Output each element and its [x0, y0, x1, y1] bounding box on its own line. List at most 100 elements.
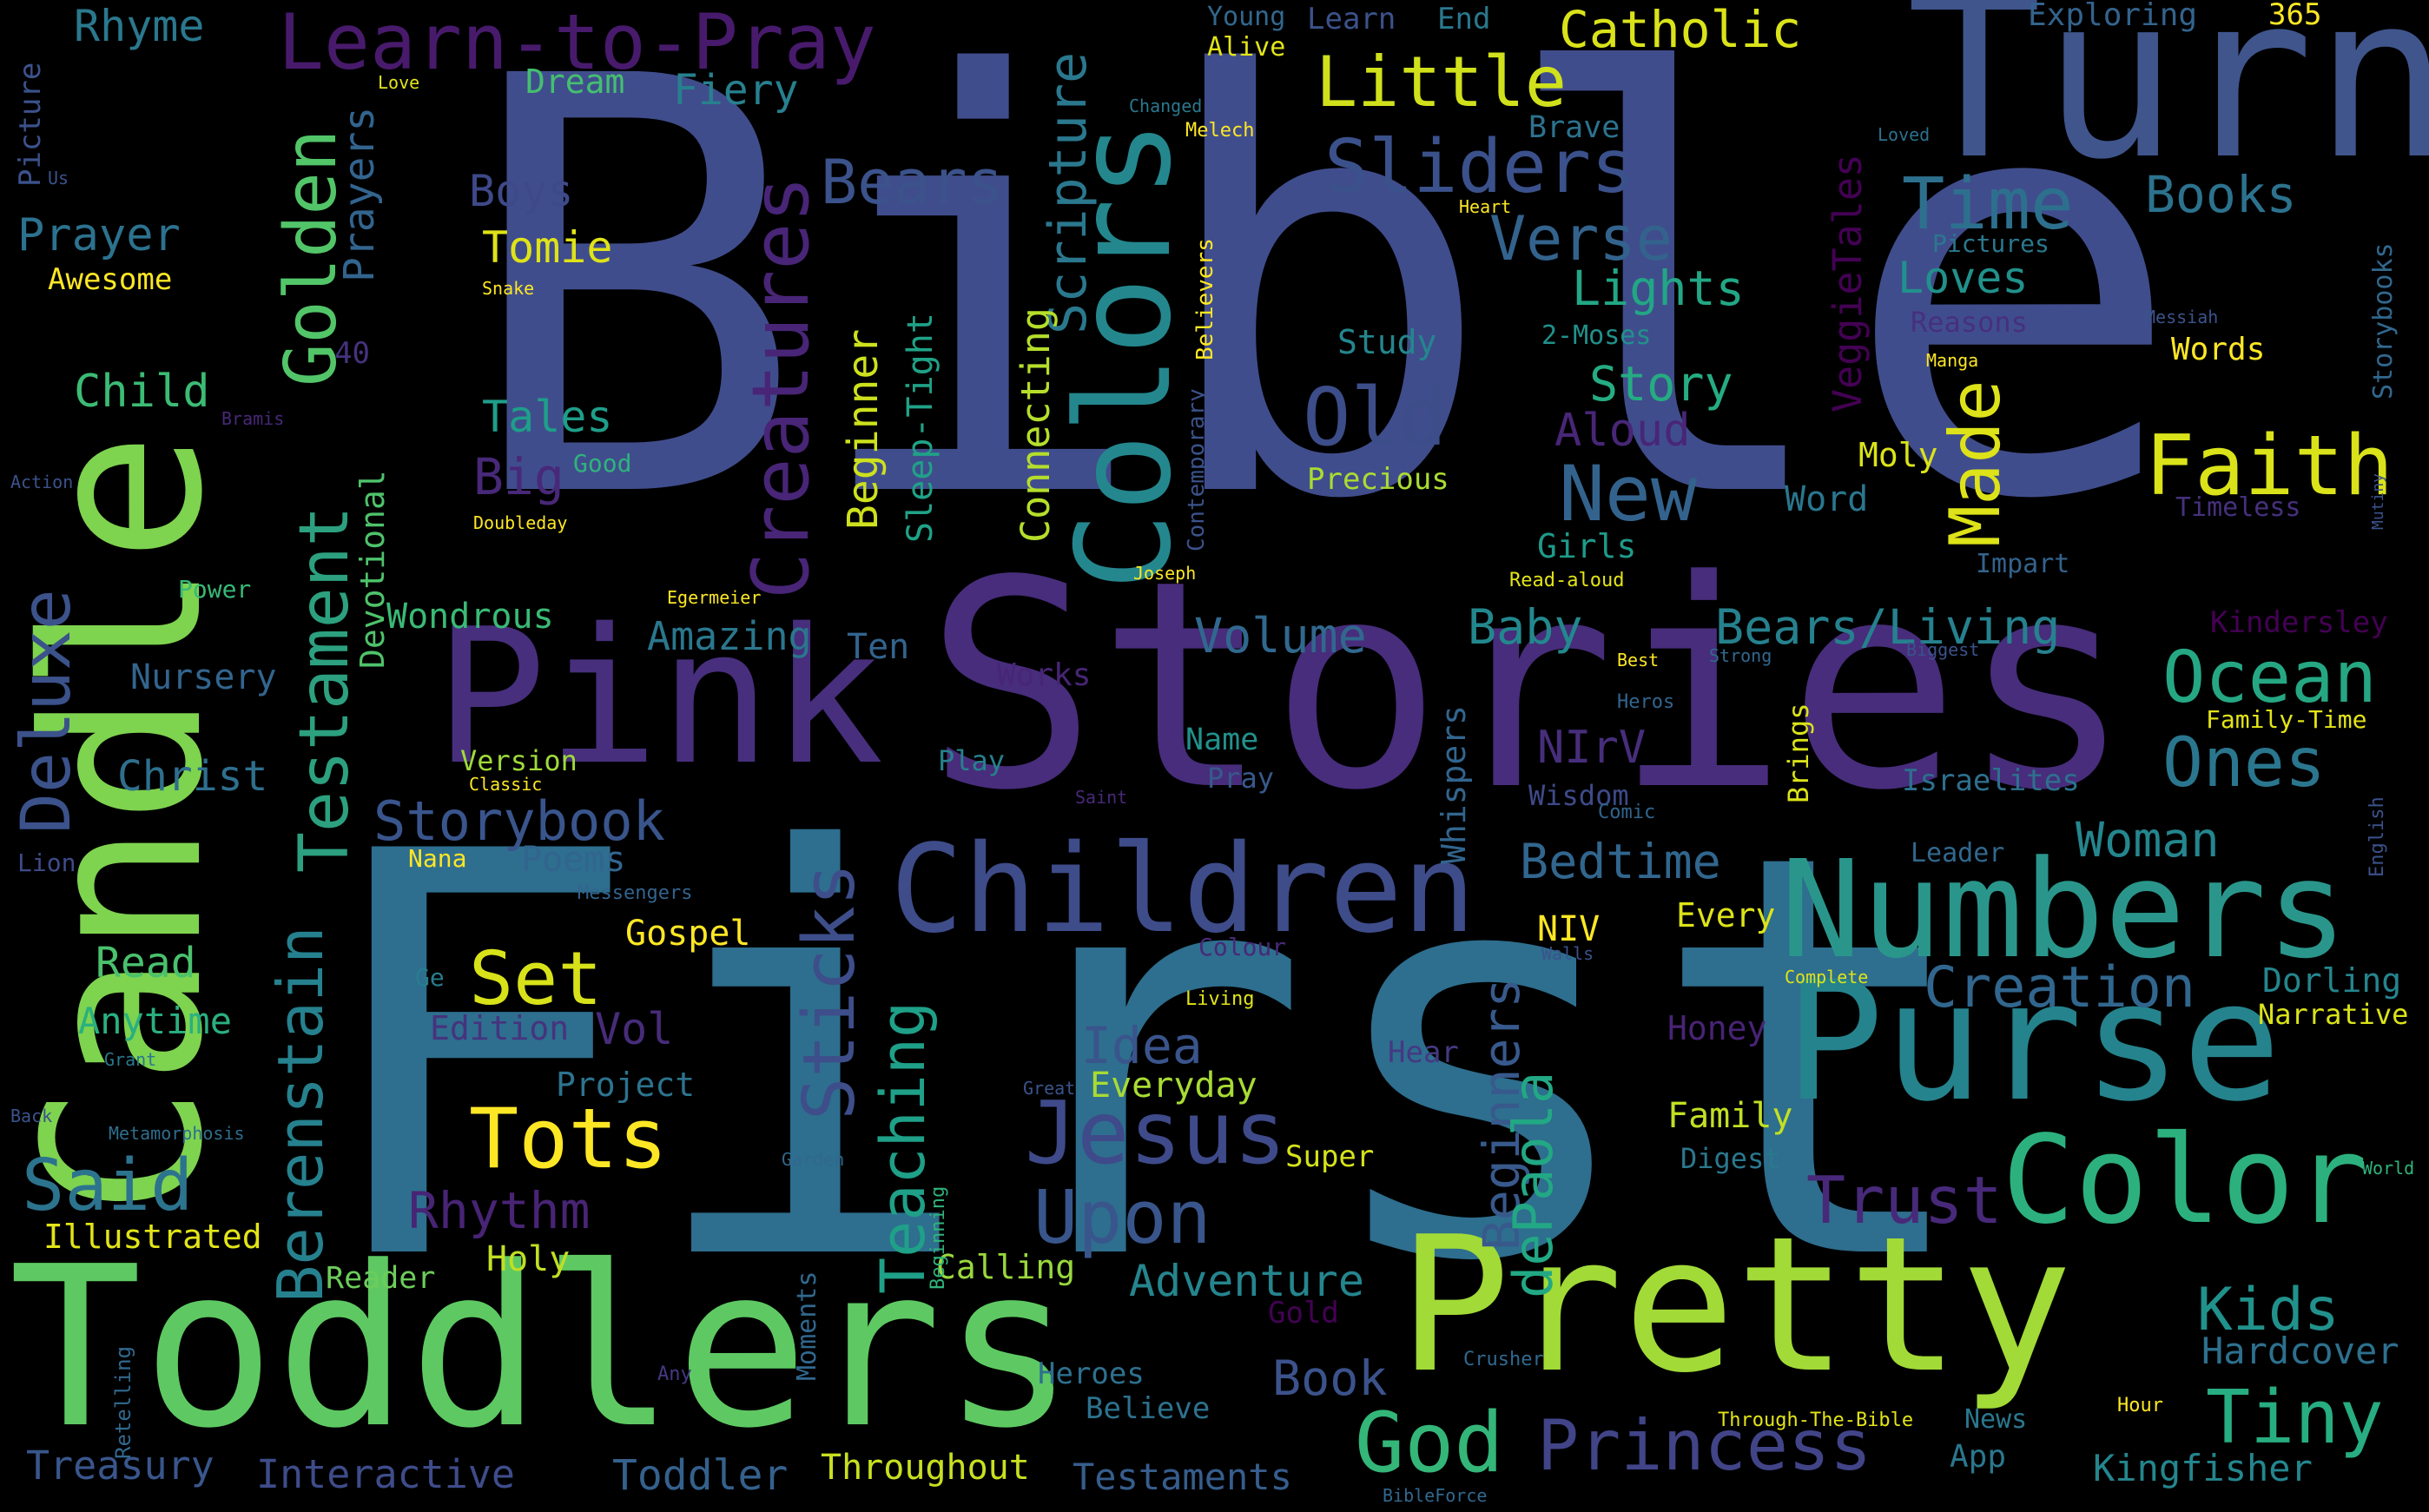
cloud-word: Idea — [1081, 1016, 1203, 1075]
cloud-word: Illustrated — [43, 1218, 262, 1256]
cloud-word: NIrV — [1537, 722, 1647, 774]
cloud-word: Learn-to-Pray — [278, 0, 876, 87]
cloud-word: Words — [2171, 332, 2266, 367]
cloud-word: Works — [997, 657, 1092, 693]
cloud-word: Heros — [1617, 691, 1675, 713]
cloud-word: Hear — [1388, 1035, 1459, 1070]
cloud-word: Everyday — [1090, 1066, 1257, 1106]
cloud-word: Colour — [1198, 933, 1287, 961]
cloud-word: Rhythm — [408, 1181, 591, 1240]
cloud-word: Exploring — [2028, 0, 2198, 33]
cloud-word: Beginner — [839, 328, 888, 530]
cloud-word: Throughout — [821, 1448, 1030, 1488]
cloud-word: Strong — [1709, 645, 1772, 666]
cloud-word: Stories — [925, 519, 2133, 853]
cloud-word: Trust — [1806, 1162, 2003, 1238]
cloud-word: Made — [1935, 380, 2016, 547]
cloud-word: Volume — [1194, 608, 1367, 664]
cloud-word: NIV — [1537, 909, 1601, 949]
cloud-word: Holy — [486, 1239, 571, 1279]
cloud-word: Timeless — [2175, 492, 2301, 523]
cloud-word: Ones — [2162, 724, 2326, 802]
cloud-word: Crusher — [1463, 1349, 1544, 1370]
cloud-word: Faith — [2145, 419, 2393, 514]
cloud-word: Precious — [1307, 462, 1449, 497]
cloud-word: Lion — [17, 848, 76, 877]
cloud-word: Storybooks — [2368, 242, 2399, 399]
cloud-word: Version — [460, 744, 578, 777]
cloud-word: Power — [178, 575, 252, 604]
cloud-word: Word — [1785, 479, 1869, 519]
cloud-word: Melech — [1185, 120, 1255, 142]
cloud-word: Classic — [469, 774, 543, 795]
cloud-word: Learn — [1307, 2, 1396, 36]
cloud-word: Rhyme — [74, 1, 205, 51]
cloud-word: Read — [96, 939, 196, 987]
cloud-word: Connecting — [1013, 307, 1059, 543]
cloud-word: Moly — [1858, 436, 1938, 474]
cloud-word: Christ — [117, 752, 268, 801]
cloud-word: Said — [22, 1145, 194, 1227]
cloud-word: Hour — [2117, 1395, 2163, 1416]
cloud-word: 40 — [334, 336, 370, 371]
cloud-word: Prayers — [335, 106, 384, 282]
cloud-word: 2-Moses — [1541, 320, 1652, 351]
cloud-word: Vol — [595, 1004, 674, 1054]
cloud-word: Awesome — [48, 262, 173, 297]
cloud-word: Name — [1185, 723, 1259, 757]
cloud-word: Kids — [2197, 1276, 2340, 1344]
cloud-word: Moments — [792, 1271, 822, 1381]
cloud-word: Joseph — [1133, 563, 1197, 584]
cloud-word: Biggest — [1906, 639, 1980, 660]
cloud-word: Toddler — [612, 1451, 789, 1500]
cloud-word: Brings — [1782, 703, 1815, 803]
cloud-word: Testament — [286, 505, 364, 873]
cloud-word: Wisdom — [1528, 779, 1629, 812]
cloud-word: Believers — [1192, 238, 1218, 360]
cloud-word: Catholic — [1559, 0, 1802, 59]
cloud-word: Old — [1303, 371, 1448, 464]
cloud-word: Set — [469, 936, 603, 1022]
cloud-word: Comic — [1598, 802, 1656, 823]
cloud-word: Narrative — [2258, 998, 2409, 1031]
cloud-word: Book — [1272, 1350, 1388, 1406]
cloud-word: Great — [1023, 1078, 1076, 1099]
cloud-word: Kindersley — [2210, 605, 2388, 640]
cloud-word: Digest — [1680, 1142, 1781, 1175]
cloud-word: Doubleday — [473, 512, 568, 533]
cloud-word: News — [1964, 1404, 2028, 1435]
cloud-word: Scripture — [1038, 51, 1099, 334]
cloud-word: Story — [1589, 356, 1733, 412]
cloud-word: Living — [1185, 988, 1255, 1010]
cloud-word: Contemporary — [1184, 388, 1210, 551]
cloud-word: Play — [938, 744, 1006, 777]
cloud-word: Grant — [104, 1049, 157, 1070]
cloud-word: Picture — [13, 62, 48, 187]
cloud-word: Little — [1316, 42, 1567, 122]
cloud-word: Every — [1676, 896, 1776, 934]
cloud-word: Saint — [1075, 787, 1128, 808]
cloud-word: Israelites — [1902, 763, 2080, 798]
cloud-word: Numbers — [1780, 831, 2348, 988]
cloud-word: Garden — [782, 1149, 845, 1170]
cloud-word: Poems — [521, 840, 626, 880]
cloud-word: Teaching — [868, 1000, 939, 1294]
cloud-word: Love — [378, 72, 420, 93]
cloud-word: Deluxe — [8, 589, 86, 834]
cloud-word: Reasons — [1911, 306, 2028, 339]
cloud-word: God — [1355, 1396, 1504, 1491]
cloud-word: Calling — [936, 1248, 1076, 1286]
cloud-word: Pretty — [1398, 1196, 2073, 1414]
cloud-word: Action — [10, 472, 74, 492]
cloud-word: Leader — [1911, 838, 2005, 868]
cloud-word: Project — [556, 1066, 696, 1104]
cloud-word: Loves — [1898, 253, 2029, 303]
cloud-word: Ten — [847, 627, 910, 667]
cloud-word: Pray — [1207, 762, 1275, 795]
cloud-word: Nursery — [130, 657, 277, 697]
cloud-word: Back — [10, 1106, 53, 1126]
cloud-word: Dorling — [2262, 961, 2402, 1000]
cloud-word: Creatures — [736, 175, 827, 599]
cloud-word: Loved — [1878, 124, 1931, 145]
cloud-word: Retelling — [111, 1345, 135, 1459]
